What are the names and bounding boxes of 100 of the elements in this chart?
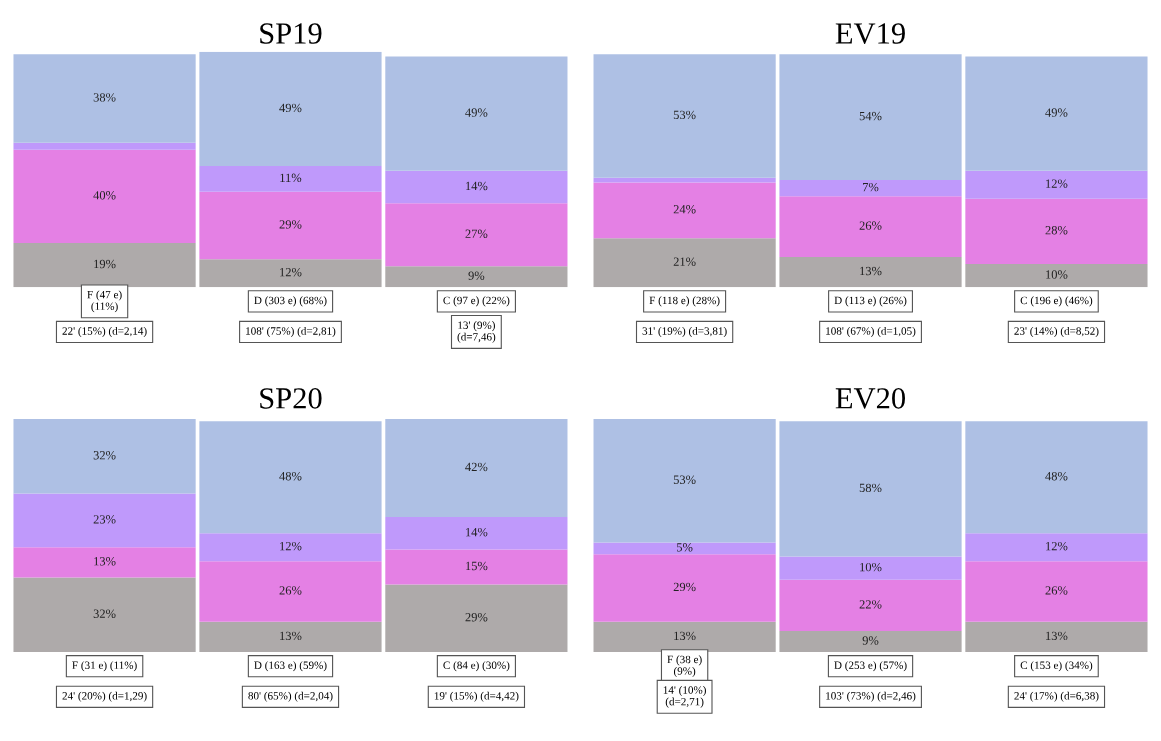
data-label: 49% — [279, 103, 302, 113]
bar — [199, 533, 382, 562]
category-label: D (163 e) (59%) — [254, 661, 327, 672]
category-label: C (84 e) (30%) — [443, 661, 510, 672]
text: 24' (17%) (d=6,38) — [1014, 691, 1099, 702]
data-label: 13% — [1046, 631, 1068, 641]
data-label: 49% — [1045, 108, 1068, 117]
category-label: F (118 e) (28%) — [649, 296, 720, 307]
text: 108' (75%) (d=2,81) — [246, 326, 336, 338]
data-label: 13% — [94, 557, 116, 566]
data-label: 53% — [673, 110, 696, 120]
category-label: C (196 e) (46%) — [1020, 296, 1093, 307]
bar — [779, 421, 962, 557]
text: 22' (15%) (d=2,14) — [62, 326, 147, 338]
data-label: 32% — [93, 609, 116, 618]
bar — [385, 419, 568, 517]
data-label: 48% — [1045, 471, 1068, 481]
bar — [779, 256, 962, 288]
data-label: 12% — [1046, 179, 1068, 188]
data-label: 49% — [465, 108, 488, 117]
data-label: 48% — [279, 471, 302, 481]
text: 23' (14%) (d=8,52) — [1014, 326, 1099, 338]
data-label: 42% — [465, 462, 488, 472]
bar — [13, 577, 196, 653]
bar — [13, 149, 196, 243]
data-label: 23% — [93, 515, 116, 524]
data-label: 13% — [860, 266, 882, 276]
data-label: 38% — [93, 93, 116, 102]
data-label: 28% — [1045, 226, 1068, 235]
data-label: 32% — [93, 451, 116, 460]
data-label: 13% — [280, 631, 302, 641]
data-label: 10% — [860, 562, 882, 572]
data-label: 14% — [466, 527, 488, 537]
category-label: D (113 e) (26%) — [834, 296, 907, 307]
category-label: F (38 e) (9%) — [667, 655, 702, 678]
data-label: 26% — [1045, 586, 1068, 595]
bar — [779, 579, 962, 632]
data-label: 14% — [466, 181, 488, 191]
data-label: 9% — [468, 271, 485, 280]
bar — [965, 561, 1148, 622]
bar — [199, 621, 382, 653]
bar — [593, 621, 776, 653]
text: 24' (20%) (d=1,29) — [62, 691, 147, 702]
data-label: 12% — [1046, 541, 1068, 551]
bar — [13, 142, 196, 150]
text: 19' (15%) (d=4,42) — [434, 691, 519, 702]
data-label: 9% — [862, 636, 879, 645]
data-label: 11% — [280, 173, 302, 183]
bar — [199, 561, 382, 622]
bar — [199, 259, 382, 288]
data-label: 15% — [466, 561, 488, 571]
bar — [593, 554, 776, 622]
bar — [965, 170, 1148, 199]
bar — [593, 182, 776, 239]
text: 31' (19%) (d=3,81) — [642, 326, 727, 338]
data-label: 40% — [93, 191, 116, 200]
bar — [385, 266, 568, 288]
text: 80' (65%) (d=2,04) — [248, 691, 333, 702]
data-label: 53% — [673, 475, 696, 484]
data-label: 19% — [94, 259, 116, 269]
bar — [385, 549, 568, 585]
bar — [199, 191, 382, 260]
text: 108' (67%) (d=1,05) — [826, 326, 916, 338]
bar — [593, 238, 776, 288]
bar — [593, 54, 776, 178]
chart-title: EV20 — [835, 388, 905, 409]
data-label: 10% — [1046, 270, 1068, 279]
bar — [965, 56, 1148, 171]
bar — [199, 51, 382, 167]
bar — [779, 196, 962, 257]
chart-title: SP19 — [260, 23, 322, 44]
chart-title: EV19 — [835, 23, 905, 44]
data-label: 24% — [673, 205, 696, 214]
bar — [965, 533, 1148, 562]
bar — [385, 203, 568, 267]
bar — [965, 263, 1148, 288]
bar — [385, 170, 568, 204]
data-label: 5% — [677, 543, 693, 552]
bar — [965, 621, 1148, 653]
bar — [199, 421, 382, 534]
data-label: 29% — [279, 220, 302, 229]
bar — [593, 419, 776, 543]
data-label: 22% — [859, 600, 882, 609]
data-label: 26% — [859, 221, 882, 230]
data-label: 29% — [465, 612, 488, 622]
bar — [779, 631, 962, 653]
bar — [13, 419, 196, 494]
data-label: 13% — [674, 631, 696, 641]
data-label: 12% — [280, 267, 302, 277]
data-label: 26% — [279, 586, 302, 595]
bar — [385, 56, 568, 171]
bar — [779, 54, 962, 181]
data-label: 7% — [863, 182, 879, 192]
category-label: F (47 e) (11%) — [87, 290, 122, 313]
bar — [593, 542, 776, 555]
bar — [385, 516, 568, 550]
bar — [13, 493, 196, 548]
bar — [385, 584, 568, 653]
text: 13' (9%) (d=7,46) — [457, 321, 496, 343]
data-label: 21% — [673, 257, 696, 266]
